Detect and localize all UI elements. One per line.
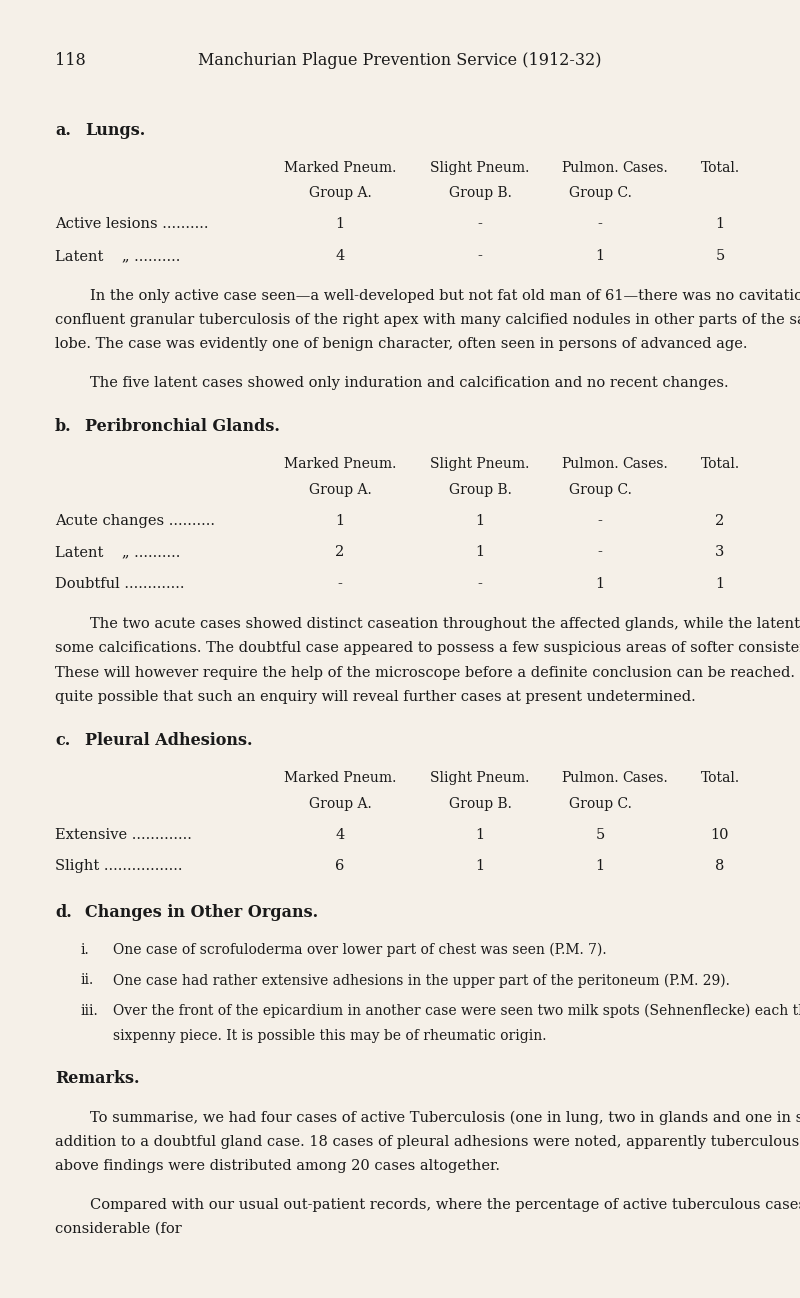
Text: 1: 1 <box>475 545 485 559</box>
Text: c.: c. <box>55 732 70 749</box>
Text: 5: 5 <box>595 828 605 841</box>
Text: 118: 118 <box>55 52 86 69</box>
Text: 8: 8 <box>715 859 725 874</box>
Text: Latent    „ ..........: Latent „ .......... <box>55 545 180 559</box>
Text: 2: 2 <box>335 545 345 559</box>
Text: Pulmon.: Pulmon. <box>561 161 619 175</box>
Text: Total.: Total. <box>701 161 739 175</box>
Text: Group C.: Group C. <box>569 187 631 200</box>
Text: The two acute cases showed distinct caseation throughout the affected glands, wh: The two acute cases showed distinct case… <box>90 617 800 631</box>
Text: The five latent cases showed only induration and calcification and no recent cha: The five latent cases showed only indura… <box>90 375 729 389</box>
Text: One case had rather extensive adhesions in the upper part of the peritoneum (P.M: One case had rather extensive adhesions … <box>113 974 730 988</box>
Text: Slight Pneum.: Slight Pneum. <box>430 161 530 175</box>
Text: Pleural Adhesions.: Pleural Adhesions. <box>85 732 253 749</box>
Text: ii.: ii. <box>80 974 94 988</box>
Text: To summarise, we had four cases of active Tuberculosis (one in lung, two in glan: To summarise, we had four cases of activ… <box>90 1111 800 1125</box>
Text: Group B.: Group B. <box>449 483 511 497</box>
Text: Latent    „ ..........: Latent „ .......... <box>55 249 180 262</box>
Text: 1: 1 <box>715 578 725 591</box>
Text: Manchurian Plague Prevention Service (1912-32): Manchurian Plague Prevention Service (19… <box>198 52 602 69</box>
Text: Slight Pneum.: Slight Pneum. <box>430 457 530 471</box>
Text: 1: 1 <box>475 828 485 841</box>
Text: 10: 10 <box>710 828 730 841</box>
Text: d.: d. <box>55 903 72 920</box>
Text: Group A.: Group A. <box>309 797 371 811</box>
Text: 3: 3 <box>715 545 725 559</box>
Text: some calcifications. The doubtful case appeared to possess a few suspicious area: some calcifications. The doubtful case a… <box>55 641 800 655</box>
Text: Group B.: Group B. <box>449 187 511 200</box>
Text: Over the front of the epicardium in another case were seen two milk spots (Sehne: Over the front of the epicardium in anot… <box>113 1005 800 1019</box>
Text: In the only active case seen—a well-developed but not fat old man of 61—there wa: In the only active case seen—a well-deve… <box>90 288 800 302</box>
Text: Marked Pneum.: Marked Pneum. <box>284 771 396 785</box>
Text: Compared with our usual out-patient records, where the percentage of active tube: Compared with our usual out-patient reco… <box>90 1198 800 1211</box>
Text: 1: 1 <box>595 249 605 262</box>
Text: Total.: Total. <box>701 457 739 471</box>
Text: Active lesions ..........: Active lesions .......... <box>55 217 209 231</box>
Text: lobe. The case was evidently one of benign character, often seen in persons of a: lobe. The case was evidently one of beni… <box>55 337 747 352</box>
Text: confluent granular tuberculosis of the right apex with many calcified nodules in: confluent granular tuberculosis of the r… <box>55 313 800 327</box>
Text: 5: 5 <box>715 249 725 262</box>
Text: considerable (for: considerable (for <box>55 1221 182 1236</box>
Text: Cases.: Cases. <box>622 161 668 175</box>
Text: i.: i. <box>80 942 89 957</box>
Text: 6: 6 <box>335 859 345 874</box>
Text: -: - <box>478 249 482 262</box>
Text: -: - <box>598 217 602 231</box>
Text: -: - <box>478 578 482 591</box>
Text: addition to a doubtful gland case. 18 cases of pleural adhesions were noted, app: addition to a doubtful gland case. 18 ca… <box>55 1134 800 1149</box>
Text: Remarks.: Remarks. <box>55 1070 139 1086</box>
Text: Group C.: Group C. <box>569 797 631 811</box>
Text: 1: 1 <box>715 217 725 231</box>
Text: 1: 1 <box>335 217 345 231</box>
Text: Acute changes ..........: Acute changes .......... <box>55 514 215 528</box>
Text: Changes in Other Organs.: Changes in Other Organs. <box>85 903 318 920</box>
Text: 2: 2 <box>715 514 725 528</box>
Text: -: - <box>598 545 602 559</box>
Text: 4: 4 <box>335 249 345 262</box>
Text: Cases.: Cases. <box>622 771 668 785</box>
Text: Group A.: Group A. <box>309 187 371 200</box>
Text: Doubtful .............: Doubtful ............. <box>55 578 185 591</box>
Text: Peribronchial Glands.: Peribronchial Glands. <box>85 418 280 435</box>
Text: Extensive .............: Extensive ............. <box>55 828 192 841</box>
Text: b.: b. <box>55 418 72 435</box>
Text: Group B.: Group B. <box>449 797 511 811</box>
Text: Marked Pneum.: Marked Pneum. <box>284 161 396 175</box>
Text: above findings were distributed among 20 cases altogether.: above findings were distributed among 20… <box>55 1159 500 1173</box>
Text: quite possible that such an enquiry will reveal further cases at present undeter: quite possible that such an enquiry will… <box>55 689 696 704</box>
Text: iii.: iii. <box>80 1005 98 1018</box>
Text: Slight Pneum.: Slight Pneum. <box>430 771 530 785</box>
Text: Total.: Total. <box>701 771 739 785</box>
Text: These will however require the help of the microscope before a definite conclusi: These will however require the help of t… <box>55 666 800 680</box>
Text: Slight .................: Slight ................. <box>55 859 182 874</box>
Text: Group C.: Group C. <box>569 483 631 497</box>
Text: Lungs.: Lungs. <box>85 122 146 139</box>
Text: 1: 1 <box>595 578 605 591</box>
Text: 1: 1 <box>335 514 345 528</box>
Text: One case of scrofuloderma over lower part of chest was seen (P.M. 7).: One case of scrofuloderma over lower par… <box>113 942 606 957</box>
Text: Group A.: Group A. <box>309 483 371 497</box>
Text: sixpenny piece. It is possible this may be of rheumatic origin.: sixpenny piece. It is possible this may … <box>113 1028 546 1042</box>
Text: Pulmon.: Pulmon. <box>561 457 619 471</box>
Text: -: - <box>598 514 602 528</box>
Text: Pulmon.: Pulmon. <box>561 771 619 785</box>
Text: 4: 4 <box>335 828 345 841</box>
Text: -: - <box>478 217 482 231</box>
Text: 1: 1 <box>475 859 485 874</box>
Text: -: - <box>338 578 342 591</box>
Text: Marked Pneum.: Marked Pneum. <box>284 457 396 471</box>
Text: 1: 1 <box>475 514 485 528</box>
Text: 1: 1 <box>595 859 605 874</box>
Text: Cases.: Cases. <box>622 457 668 471</box>
Text: a.: a. <box>55 122 71 139</box>
